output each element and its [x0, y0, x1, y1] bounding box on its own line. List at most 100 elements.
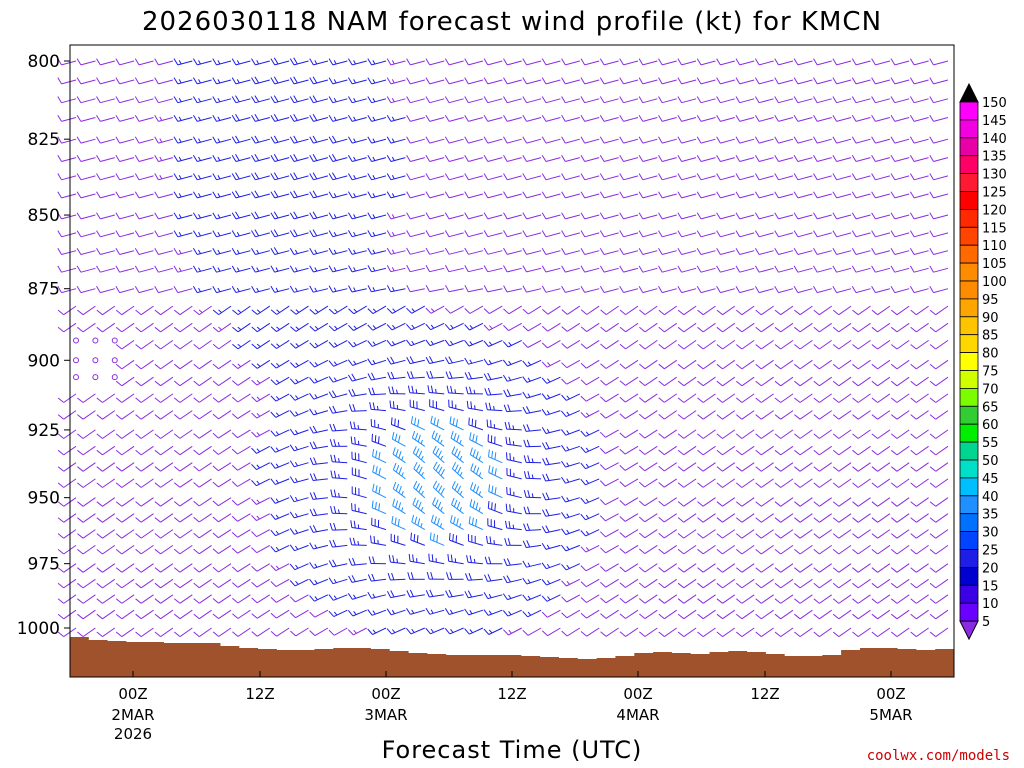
wind-barb-feather: [910, 380, 917, 387]
wind-barb-shaft: [916, 609, 929, 620]
wind-barb-shaft: [819, 497, 832, 507]
wind-barb-shaft: [664, 462, 677, 472]
wind-barb-feather: [135, 380, 142, 387]
wind-barb-half-feather: [411, 308, 416, 312]
wind-barb-feather: [871, 173, 876, 181]
wind-barb-shaft: [857, 497, 871, 507]
wind-barb-feather: [929, 549, 937, 555]
wind-barb-feather: [231, 58, 237, 66]
wind-barb-feather: [406, 284, 411, 292]
wind-barb-feather: [438, 466, 443, 474]
wind-barb-half-feather: [294, 430, 299, 434]
wind-barb-feather: [413, 480, 418, 488]
wind-barb-feather: [270, 285, 276, 293]
wind-barb-feather: [638, 500, 646, 507]
wind-barb-half-feather: [478, 456, 481, 461]
wind-barb-feather: [890, 414, 898, 420]
wind-barb-feather: [96, 533, 103, 539]
wind-barb-shaft: [80, 288, 96, 294]
wind-barb-shaft: [140, 609, 154, 620]
wind-barb-feather: [193, 380, 200, 387]
wind-barb-feather: [755, 414, 762, 420]
wind-barb-feather: [57, 265, 62, 273]
wind-barb-shaft: [722, 376, 736, 387]
wind-barb-feather: [561, 476, 566, 484]
wind-barb-feather: [794, 397, 801, 403]
wind-barb-feather: [541, 247, 547, 255]
wind-barb-feather: [154, 380, 161, 387]
wind-barb-feather: [270, 230, 276, 238]
wind-barb-shaft: [624, 445, 639, 455]
wind-barb-half-feather: [459, 471, 463, 477]
wind-barb-half-feather: [396, 558, 398, 563]
wind-barb-feather: [502, 610, 509, 617]
wind-barb-feather: [173, 517, 181, 523]
wind-barb-shaft: [487, 267, 503, 273]
wind-barb-shaft: [312, 462, 328, 465]
wind-barb-shaft: [332, 461, 348, 464]
wind-barb-feather: [890, 567, 898, 573]
wind-barb-shaft: [160, 322, 174, 333]
wind-barb-feather: [890, 191, 896, 199]
wind-barb-feather: [309, 525, 314, 533]
wind-barb-shaft: [507, 117, 522, 122]
wind-barb-half-feather: [469, 359, 473, 364]
wind-barb-shaft: [702, 513, 716, 523]
wind-barb-half-feather: [353, 156, 357, 161]
wind-barb-feather: [755, 397, 762, 403]
wind-barb-shaft: [313, 193, 329, 199]
wind-barb-shaft: [758, 193, 774, 199]
wind-barb-shaft: [739, 117, 755, 122]
wind-barb-feather: [270, 379, 277, 386]
wind-barb-shaft: [838, 359, 852, 370]
wind-barb-feather: [871, 501, 878, 507]
wind-barb-feather: [774, 397, 782, 403]
wind-barb-shaft: [761, 339, 774, 350]
wind-barb-shaft: [836, 232, 852, 238]
wind-barb-shaft: [506, 459, 522, 464]
wind-barb-feather: [541, 393, 547, 400]
wind-barb-feather: [522, 191, 528, 199]
wind-barb-feather: [468, 417, 470, 425]
wind-barb-feather: [852, 533, 859, 539]
wind-barb-shaft: [179, 627, 193, 638]
wind-barb-feather: [483, 324, 490, 331]
wind-barb-shaft: [664, 497, 677, 507]
wind-barb-shaft: [585, 462, 600, 470]
wind-barb-shaft: [216, 232, 232, 238]
wind-barb-shaft: [741, 529, 755, 539]
wind-barb-half-feather: [236, 249, 240, 254]
wind-barb-half-feather: [334, 342, 338, 347]
wind-barb-shaft: [681, 60, 697, 66]
wind-barb-feather: [192, 114, 198, 122]
wind-barb-feather: [328, 308, 335, 315]
wind-barb-shaft: [429, 193, 445, 199]
wind-barb-feather: [77, 482, 84, 488]
wind-barb-shaft: [138, 288, 154, 294]
wind-barb-feather: [386, 230, 392, 237]
wind-barb-half-feather: [333, 249, 337, 254]
wind-barb-shaft: [372, 339, 387, 347]
wind-barb-feather: [270, 96, 276, 103]
wind-barb-feather: [392, 555, 395, 563]
wind-barb-feather: [580, 565, 587, 572]
wind-barb-shaft: [314, 359, 329, 368]
wind-barb-feather: [348, 265, 353, 273]
wind-barb-feather: [173, 433, 181, 439]
wind-barb-shaft: [585, 410, 600, 418]
wind-barb-feather: [398, 485, 402, 494]
wind-barb-shaft: [371, 214, 387, 220]
wind-barb-feather: [464, 339, 470, 347]
wind-barb-feather: [154, 326, 161, 333]
wind-barb-feather: [115, 173, 121, 181]
wind-barb-shaft: [506, 288, 522, 293]
wind-barb-feather: [541, 442, 547, 450]
wind-barb-shaft: [313, 79, 329, 85]
wind-barb-shaft: [857, 359, 871, 370]
wind-barb-shaft: [565, 513, 580, 519]
wind-barb-feather: [212, 363, 219, 370]
wind-barb-feather: [173, 631, 181, 637]
wind-barb-shaft: [102, 627, 116, 638]
wind-barb-feather: [469, 447, 473, 455]
wind-barb-half-feather: [488, 593, 492, 598]
